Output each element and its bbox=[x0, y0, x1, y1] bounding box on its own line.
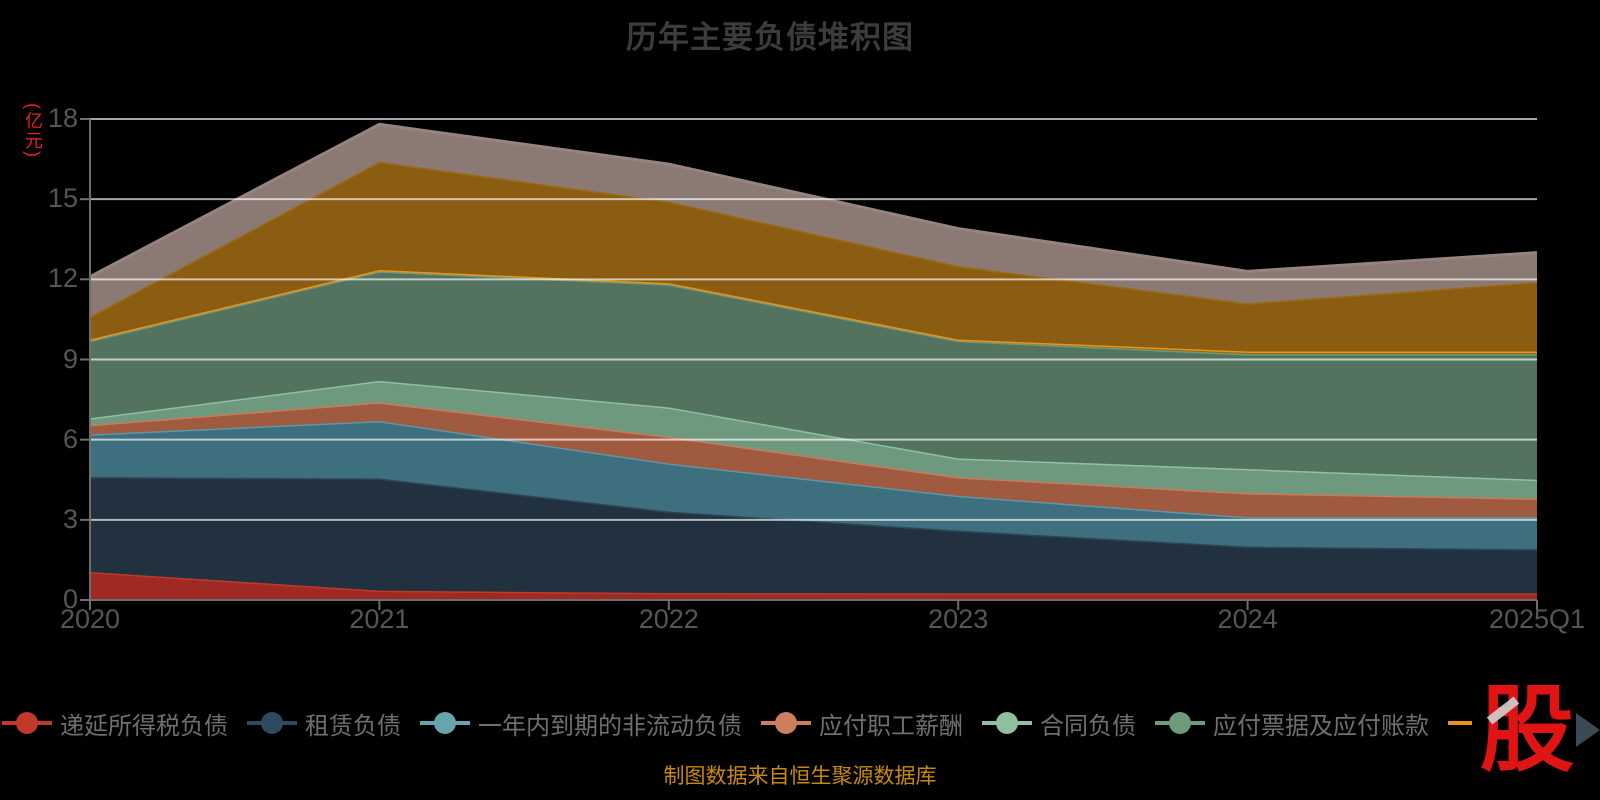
legend-marker-icon bbox=[2, 703, 52, 743]
legend-label: 一年内到期的非流动负债 bbox=[478, 712, 742, 740]
legend-dot bbox=[996, 712, 1018, 734]
legend-label: 应付票据及应付账款 bbox=[1213, 712, 1429, 740]
legend-item-租赁负债[interactable]: 租赁负债 bbox=[247, 703, 401, 743]
y-axis-label-9: 9 bbox=[62, 343, 78, 374]
data-source-note: 制图数据来自恒生聚源数据库 bbox=[663, 765, 937, 788]
x-axis-label-2023: 2023 bbox=[928, 604, 989, 634]
legend-label: 递延所得税负债 bbox=[60, 712, 228, 740]
brand-logo: 股 bbox=[1471, 672, 1600, 787]
brand-logo-character: 股 bbox=[1479, 676, 1574, 782]
legend-item-递延所得税负债[interactable]: 递延所得税负债 bbox=[2, 703, 228, 743]
area-band-租赁负债[interactable] bbox=[90, 477, 1537, 594]
y-axis-unit-label: (亿元) bbox=[23, 103, 43, 159]
legend-marker-icon bbox=[1155, 703, 1205, 743]
x-axis-label-2025Q1: 2025Q1 bbox=[1488, 604, 1586, 634]
x-axis-label-2024: 2024 bbox=[1217, 604, 1278, 634]
area-topline-unlabeled-gray bbox=[89, 122, 1538, 278]
area-band-应付职工薪酬[interactable] bbox=[90, 402, 1537, 518]
legend-marker-icon bbox=[761, 703, 811, 743]
logo-slash-decoration bbox=[1486, 695, 1520, 725]
y-axis-label-18: 18 bbox=[47, 103, 78, 133]
legend-item-一年内到期的非流动负债[interactable]: 一年内到期的非流动负债 bbox=[420, 703, 742, 743]
legend-dot bbox=[1169, 712, 1191, 734]
y-axis-label-6: 6 bbox=[62, 423, 78, 454]
legend-marker-icon bbox=[247, 703, 297, 743]
play-arrow-icon bbox=[1576, 712, 1600, 747]
legend-label: 租赁负债 bbox=[305, 712, 401, 740]
y-axis-label-0: 0 bbox=[62, 584, 78, 614]
x-axis-label-2020: 2020 bbox=[59, 604, 121, 634]
legend-item-应付职工薪酬[interactable]: 应付职工薪酬 bbox=[761, 703, 963, 743]
chart-legend: 递延所得税负债 租赁负债 一年内到期的非流动负债 应付职工薪酬 合同负债 应付票据及应付账… bbox=[2, 701, 1600, 745]
area-band-递延所得税负债[interactable] bbox=[90, 571, 1537, 600]
legend-dot bbox=[775, 712, 797, 734]
y-axis-label-3: 3 bbox=[62, 503, 78, 534]
chart-title: 历年主要负债堆积图 bbox=[626, 20, 914, 55]
legend-label: 应付职工薪酬 bbox=[819, 712, 963, 740]
area-band-应付票据及应付账款[interactable] bbox=[90, 271, 1537, 480]
area-band-unlabeled-gray[interactable] bbox=[90, 124, 1537, 317]
y-axis-label-12: 12 bbox=[47, 263, 78, 294]
area-band-unlabeled-gold[interactable] bbox=[90, 161, 1537, 352]
legend-marker-icon bbox=[982, 703, 1032, 743]
x-axis-label-2022: 2022 bbox=[638, 604, 699, 634]
area-band-一年内到期的非流动负债[interactable] bbox=[90, 420, 1537, 550]
legend-item-应付票据及应付账款[interactable]: 应付票据及应付账款 bbox=[1155, 703, 1429, 743]
stacked-area-chart bbox=[80, 118, 1538, 610]
y-axis-label-15: 15 bbox=[47, 183, 78, 214]
legend-dot bbox=[434, 712, 456, 734]
legend-label: 合同负债 bbox=[1040, 712, 1136, 740]
legend-marker-icon bbox=[420, 703, 470, 743]
x-axis-label-2021: 2021 bbox=[349, 604, 410, 634]
legend-dot bbox=[16, 712, 38, 734]
legend-dot bbox=[261, 712, 283, 734]
legend-item-合同负债[interactable]: 合同负债 bbox=[982, 703, 1136, 743]
